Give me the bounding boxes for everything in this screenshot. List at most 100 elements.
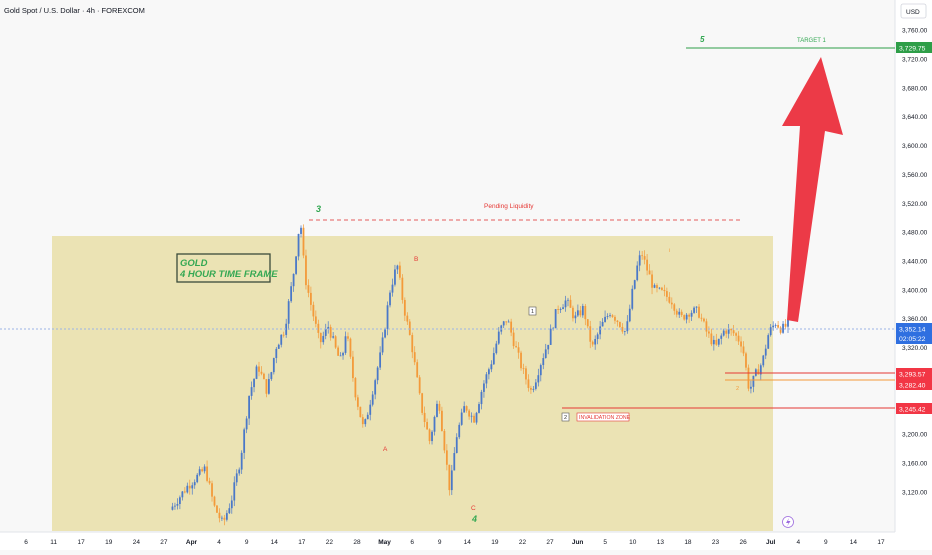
candle — [554, 309, 557, 329]
candle — [668, 292, 671, 304]
candle — [628, 304, 631, 323]
candle — [539, 363, 542, 382]
x-tick-label: 14 — [464, 539, 472, 546]
candle — [599, 320, 602, 340]
candle — [453, 447, 456, 471]
candle — [413, 346, 416, 366]
candle — [631, 285, 634, 311]
candle — [438, 400, 441, 414]
invalidation-label-box — [576, 412, 630, 422]
level-2-text: 3,282.40 — [899, 383, 926, 390]
x-tick-label: 9 — [824, 539, 828, 546]
candle — [703, 317, 705, 323]
candle — [487, 367, 490, 380]
candle — [218, 508, 221, 523]
x-tick-label: 11 — [50, 539, 57, 546]
info-box-line2: 4 HOUR TIME FRAME — [179, 269, 278, 280]
candle — [638, 250, 641, 272]
candle — [688, 313, 691, 323]
candle — [460, 408, 463, 426]
y-tick-label: 3,720.00 — [902, 57, 928, 64]
candle — [253, 378, 255, 393]
candle — [567, 297, 569, 307]
candle — [428, 428, 431, 445]
candle — [619, 321, 621, 328]
candle — [329, 324, 332, 341]
candle — [673, 303, 676, 315]
wave-1-box — [528, 306, 537, 316]
candle — [648, 264, 651, 275]
current-price-tag — [896, 323, 932, 344]
candle — [712, 335, 715, 351]
candle — [779, 326, 782, 335]
candle — [245, 416, 248, 434]
candle — [502, 320, 505, 329]
time-axis-panel[interactable] — [0, 532, 932, 550]
candle — [198, 466, 201, 477]
candle — [208, 477, 211, 485]
candle — [742, 341, 745, 357]
candle — [322, 331, 325, 345]
candle — [547, 344, 550, 355]
candle — [782, 320, 784, 334]
countdown-text: 02:05:22 — [899, 336, 926, 343]
currency-button[interactable] — [900, 3, 927, 19]
candle — [280, 334, 283, 348]
candle — [737, 331, 740, 345]
candle — [475, 411, 478, 425]
candle — [359, 406, 362, 418]
candle — [584, 303, 587, 326]
y-tick-label: 3,360.00 — [902, 316, 928, 323]
candle — [361, 414, 364, 428]
candle — [248, 395, 251, 425]
candle — [455, 433, 458, 454]
candle — [211, 480, 213, 502]
candle — [433, 415, 436, 436]
candle — [522, 363, 525, 375]
candle — [557, 305, 560, 314]
candle — [720, 333, 723, 345]
x-tick-label: 23 — [712, 539, 720, 546]
candle — [300, 225, 302, 238]
candle — [695, 306, 698, 314]
wave-4-label: 4 — [471, 514, 477, 524]
candle — [594, 335, 597, 350]
candle — [396, 264, 399, 275]
candle — [287, 298, 290, 330]
candle — [586, 319, 589, 329]
candle — [596, 332, 599, 345]
x-axis-ticks: 6 11 17 19 24 27 Apr 4 9 14 17 22 28 May 6 9 14 19 22 27 Jun… — [24, 539, 885, 546]
candle — [715, 333, 718, 346]
candle — [349, 337, 352, 359]
x-tick-label: 19 — [105, 539, 113, 546]
candle — [759, 363, 762, 381]
y-tick-label: 3,120.00 — [902, 489, 928, 496]
x-tick-label: Jul — [766, 539, 776, 546]
x-tick-label: 18 — [684, 539, 692, 546]
candle — [611, 314, 614, 318]
x-tick-label: 24 — [133, 539, 141, 546]
candle — [352, 350, 354, 382]
candle — [537, 368, 540, 387]
candle — [270, 371, 273, 381]
x-tick-label: May — [378, 539, 391, 546]
candle — [700, 313, 703, 322]
candle — [747, 364, 750, 392]
candle — [470, 412, 473, 423]
price-axis-panel[interactable] — [895, 0, 932, 550]
candle — [178, 495, 181, 510]
lightning-icon[interactable] — [782, 516, 794, 528]
candle — [606, 313, 609, 320]
candle — [769, 324, 772, 337]
info-box-line1: GOLD — [180, 258, 208, 269]
candle — [305, 249, 307, 290]
candle — [478, 401, 480, 414]
candle — [337, 345, 339, 356]
candle — [490, 360, 493, 373]
candle — [334, 335, 337, 349]
candle — [658, 287, 661, 290]
candle — [670, 297, 673, 309]
invalidation-tag — [896, 403, 932, 414]
candle — [510, 318, 513, 337]
